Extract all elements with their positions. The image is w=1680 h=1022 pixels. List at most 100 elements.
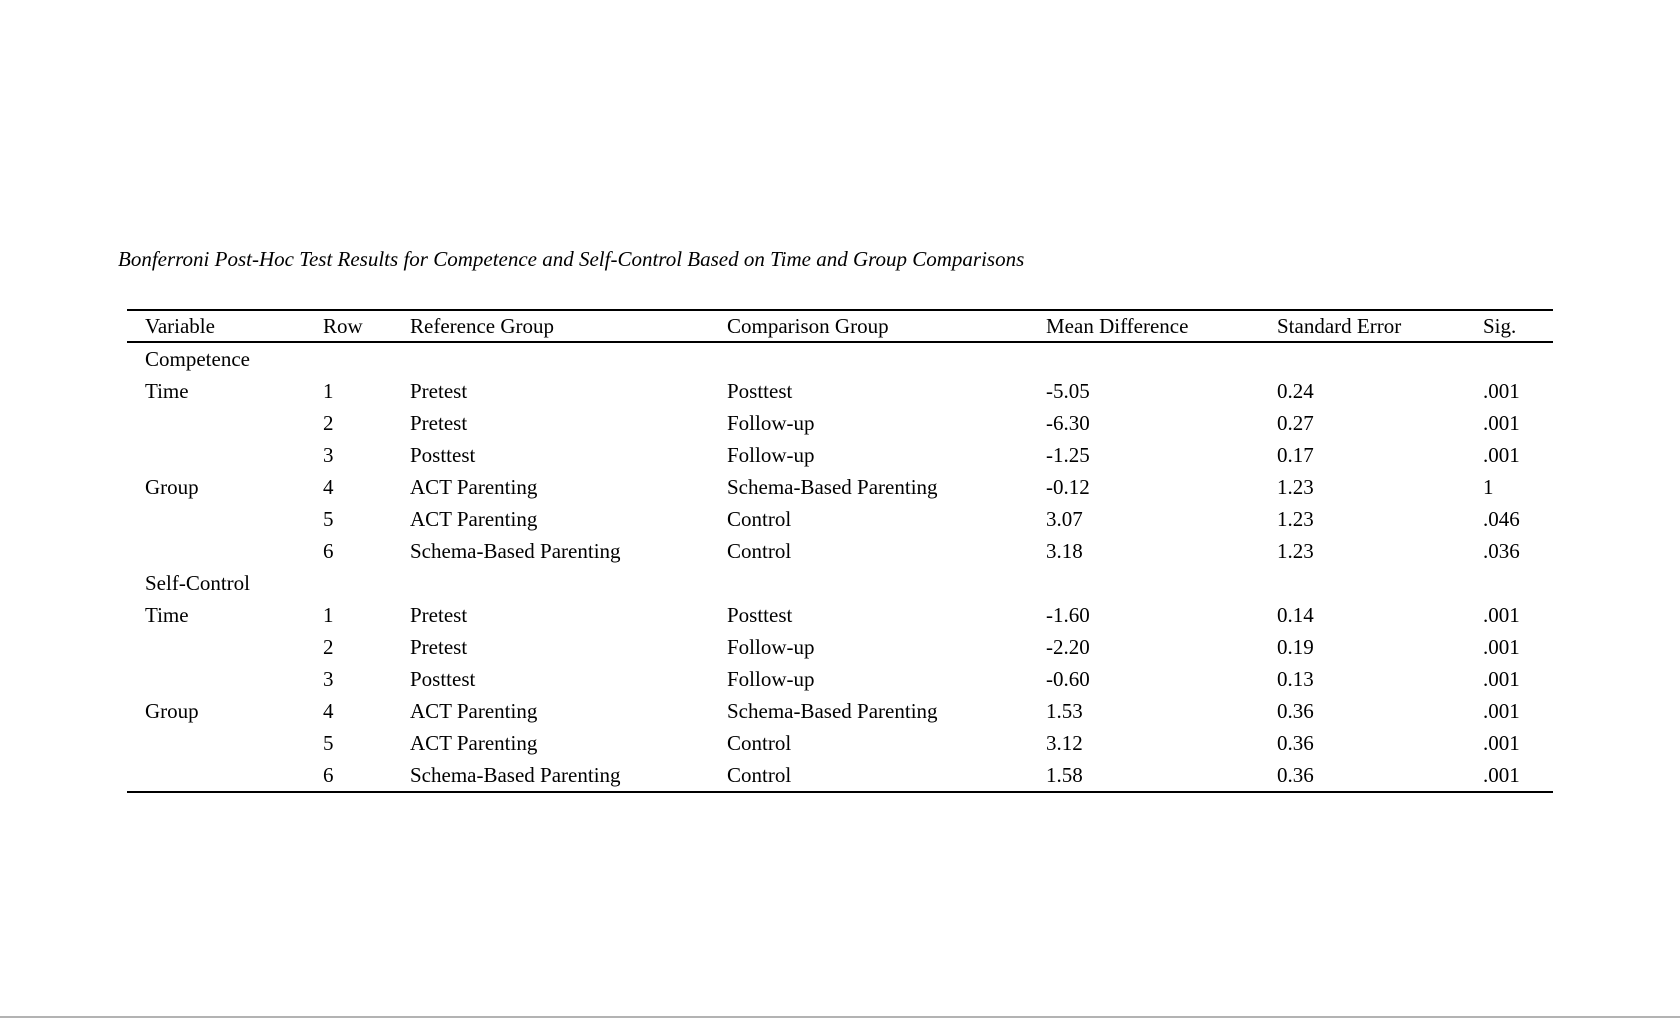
cell-comparison-group: Control (727, 539, 792, 563)
cell-mean-difference: 3.12 (1046, 731, 1083, 755)
cell-reference-group: Pretest (410, 379, 468, 403)
cell-standard-error: 0.36 (1277, 763, 1314, 787)
cell-reference-group: Posttest (410, 667, 476, 691)
cell-row: 2 (323, 635, 334, 659)
cell-comparison-group: Schema-Based Parenting (727, 699, 938, 723)
cell-comparison-group: Follow-up (727, 635, 815, 659)
table-row: 5 ACT Parenting Control 3.12 0.36 .001 (127, 727, 1553, 759)
cell-sig: .046 (1483, 507, 1520, 531)
cell-reference-group: Pretest (410, 411, 468, 435)
cell-standard-error: 0.36 (1277, 731, 1314, 755)
cell-sig: .001 (1483, 635, 1520, 659)
cell-row: 5 (323, 731, 334, 755)
cell-sig: .036 (1483, 539, 1520, 563)
table-row: Competence (127, 342, 1553, 375)
cell-sig: .001 (1483, 443, 1520, 467)
cell-comparison-group: Control (727, 731, 792, 755)
cell-comparison-group: Follow-up (727, 411, 815, 435)
cell-variable (127, 759, 323, 792)
table-row: 6 Schema-Based Parenting Control 3.18 1.… (127, 535, 1553, 567)
col-header-reference-group: Reference Group (410, 310, 727, 343)
cell-reference-group (410, 342, 727, 375)
cell-sig: .001 (1483, 731, 1520, 755)
cell-reference-group (410, 567, 727, 599)
cell-sig: .001 (1483, 379, 1520, 403)
col-header-mean-difference: Mean Difference (1046, 310, 1277, 343)
cell-variable (127, 535, 323, 567)
table-row: 3 Posttest Follow-up -1.25 0.17 .001 (127, 439, 1553, 471)
cell-row: 6 (323, 539, 334, 563)
table-row: 2 Pretest Follow-up -2.20 0.19 .001 (127, 631, 1553, 663)
cell-mean-difference: 3.18 (1046, 539, 1083, 563)
cell-mean-difference (1046, 567, 1277, 599)
cell-mean-difference: 1.53 (1046, 699, 1083, 723)
table-row: Group 4 ACT Parenting Schema-Based Paren… (127, 471, 1553, 503)
cell-sig: .001 (1483, 603, 1520, 627)
cell-standard-error: 0.17 (1277, 443, 1314, 467)
cell-comparison-group: Follow-up (727, 667, 815, 691)
cell-sig: .001 (1483, 411, 1520, 435)
cell-reference-group: ACT Parenting (410, 475, 538, 499)
cell-row: 4 (323, 475, 334, 499)
cell-comparison-group: Follow-up (727, 443, 815, 467)
table-row: Group 4 ACT Parenting Schema-Based Paren… (127, 695, 1553, 727)
table-row: Self-Control (127, 567, 1553, 599)
cell-row: 2 (323, 411, 334, 435)
cell-mean-difference: 1.58 (1046, 763, 1083, 787)
cell-reference-group: Posttest (410, 443, 476, 467)
cell-standard-error: 1.23 (1277, 475, 1314, 499)
cell-variable: Time (145, 379, 189, 403)
cell-reference-group: ACT Parenting (410, 699, 538, 723)
cell-variable (127, 727, 323, 759)
cell-variable: Competence (145, 347, 250, 371)
cell-row: 1 (323, 379, 334, 403)
cell-variable (127, 631, 323, 663)
cell-mean-difference: -0.12 (1046, 475, 1090, 499)
cell-comparison-group (727, 342, 1046, 375)
cell-mean-difference: -5.05 (1046, 379, 1090, 403)
cell-variable (127, 439, 323, 471)
cell-mean-difference: -6.30 (1046, 411, 1090, 435)
cell-standard-error: 1.23 (1277, 539, 1314, 563)
cell-row: 3 (323, 667, 334, 691)
cell-standard-error: 0.27 (1277, 411, 1314, 435)
table-row: Time 1 Pretest Posttest -1.60 0.14 .001 (127, 599, 1553, 631)
cell-comparison-group: Posttest (727, 603, 793, 627)
table-row: 2 Pretest Follow-up -6.30 0.27 .001 (127, 407, 1553, 439)
cell-standard-error: 0.19 (1277, 635, 1314, 659)
cell-variable: Group (145, 475, 199, 499)
cell-standard-error: 1.23 (1277, 507, 1314, 531)
cell-standard-error: 0.14 (1277, 603, 1314, 627)
cell-sig: .001 (1483, 699, 1520, 723)
col-header-standard-error: Standard Error (1277, 310, 1483, 343)
cell-row: 4 (323, 699, 334, 723)
cell-standard-error: 0.13 (1277, 667, 1314, 691)
cell-comparison-group: Posttest (727, 379, 793, 403)
cell-row (323, 567, 410, 599)
cell-row: 5 (323, 507, 334, 531)
cell-reference-group: Schema-Based Parenting (410, 763, 621, 787)
table-row: 5 ACT Parenting Control 3.07 1.23 .046 (127, 503, 1553, 535)
cell-standard-error (1277, 342, 1483, 375)
page-boundary-line (0, 1016, 1680, 1018)
cell-row: 3 (323, 443, 334, 467)
cell-reference-group: Pretest (410, 635, 468, 659)
cell-mean-difference: -0.60 (1046, 667, 1090, 691)
cell-mean-difference: -1.25 (1046, 443, 1090, 467)
cell-reference-group: ACT Parenting (410, 731, 538, 755)
cell-standard-error (1277, 567, 1483, 599)
cell-variable (127, 503, 323, 535)
cell-standard-error: 0.24 (1277, 379, 1314, 403)
col-header-variable: Variable (127, 310, 323, 343)
cell-row: 1 (323, 603, 334, 627)
cell-standard-error: 0.36 (1277, 699, 1314, 723)
col-header-comparison-group: Comparison Group (727, 310, 1046, 343)
cell-mean-difference: 3.07 (1046, 507, 1083, 531)
cell-reference-group: Schema-Based Parenting (410, 539, 621, 563)
bonferroni-results-table: Variable Row Reference Group Comparison … (127, 309, 1553, 793)
cell-mean-difference (1046, 342, 1277, 375)
cell-variable (127, 407, 323, 439)
cell-variable: Time (145, 603, 189, 627)
cell-comparison-group: Schema-Based Parenting (727, 475, 938, 499)
